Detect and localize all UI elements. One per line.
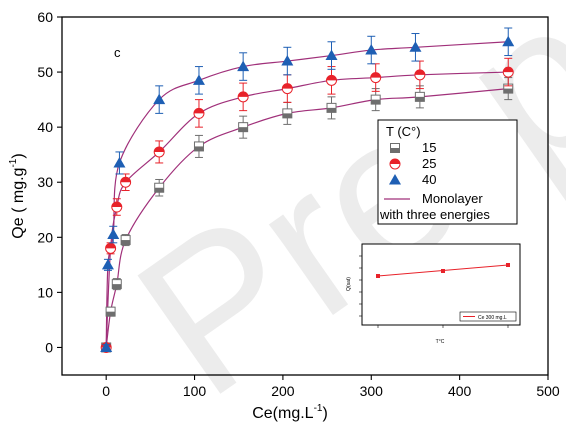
- data-point: [325, 49, 338, 61]
- data-point: [113, 156, 126, 168]
- data-point: [326, 102, 337, 113]
- y-tick-label: 30: [37, 174, 53, 190]
- data-point: [193, 141, 204, 152]
- y-tick-label: 60: [37, 9, 53, 25]
- inset-y-label: Q(sat): [346, 277, 352, 291]
- y-tick-label: 0: [45, 339, 53, 355]
- y-axis: 0 10 20 30 40 50 60: [37, 9, 62, 355]
- data-point: [502, 35, 515, 47]
- inset-point: [441, 269, 445, 273]
- x-tick-label: 400: [448, 383, 472, 399]
- legend-fit-label-1: Monolayer: [422, 191, 483, 206]
- data-point: [153, 93, 166, 105]
- data-point: [101, 258, 114, 270]
- data-point: [153, 146, 165, 158]
- x-tick-label: 100: [183, 383, 207, 399]
- inset-point: [376, 274, 380, 278]
- legend-marker: [389, 174, 401, 185]
- y-tick-label: 20: [37, 229, 53, 245]
- inset-x-label: T°C: [436, 339, 445, 345]
- inset-point: [506, 263, 510, 267]
- data-point: [111, 201, 123, 213]
- data-point: [111, 279, 122, 290]
- legend-label: 25: [422, 156, 436, 171]
- y-tick-label: 50: [37, 64, 53, 80]
- data-points: [100, 27, 515, 353]
- x-tick-label: 0: [102, 383, 110, 399]
- legend-label: 15: [422, 140, 436, 155]
- data-point: [120, 176, 132, 188]
- data-point: [105, 242, 117, 254]
- legend-fit-label-2: with three energies: [379, 207, 490, 222]
- data-point: [365, 44, 378, 55]
- data-point: [370, 72, 382, 84]
- data-point: [120, 235, 131, 246]
- data-point: [107, 228, 120, 240]
- data-point: [326, 74, 338, 86]
- data-point: [281, 83, 293, 95]
- data-point: [502, 66, 514, 78]
- data-point: [238, 122, 249, 133]
- inset-chart: Ce 300 mg.L T°C Q(sat): [346, 243, 521, 345]
- data-point: [237, 91, 249, 103]
- data-point: [282, 108, 293, 119]
- data-point: [281, 55, 294, 66]
- y-tick-label: 40: [37, 119, 53, 135]
- x-tick-label: 500: [536, 383, 560, 399]
- y-tick-label: 10: [37, 284, 53, 300]
- x-tick-label: 300: [360, 383, 384, 399]
- x-tick-label: 200: [271, 383, 295, 399]
- legend-marker: [389, 158, 401, 170]
- inset-legend-box: [459, 311, 517, 322]
- data-point: [414, 91, 425, 102]
- data-point: [414, 69, 426, 81]
- data-point: [409, 41, 422, 52]
- data-point: [193, 107, 205, 119]
- data-point: [192, 74, 205, 85]
- data-point: [370, 94, 381, 105]
- plot-area: [61, 16, 549, 376]
- data-point: [105, 306, 116, 317]
- legend-label: 40: [422, 172, 436, 187]
- data-point: [100, 341, 113, 352]
- legend-marker: [390, 143, 400, 153]
- data-point: [154, 182, 165, 193]
- panel-label: c: [114, 45, 121, 60]
- x-axis-label: Ce(mg.L-1): [252, 403, 328, 422]
- data-point: [237, 60, 250, 72]
- x-axis: 0 100 200 300 400 500: [102, 375, 560, 399]
- y-axis-label: Qe ( mg.g-1): [8, 153, 27, 238]
- inset-legend-label: Ce 300 mg.L: [478, 315, 507, 321]
- legend-title: T (C°): [386, 124, 421, 139]
